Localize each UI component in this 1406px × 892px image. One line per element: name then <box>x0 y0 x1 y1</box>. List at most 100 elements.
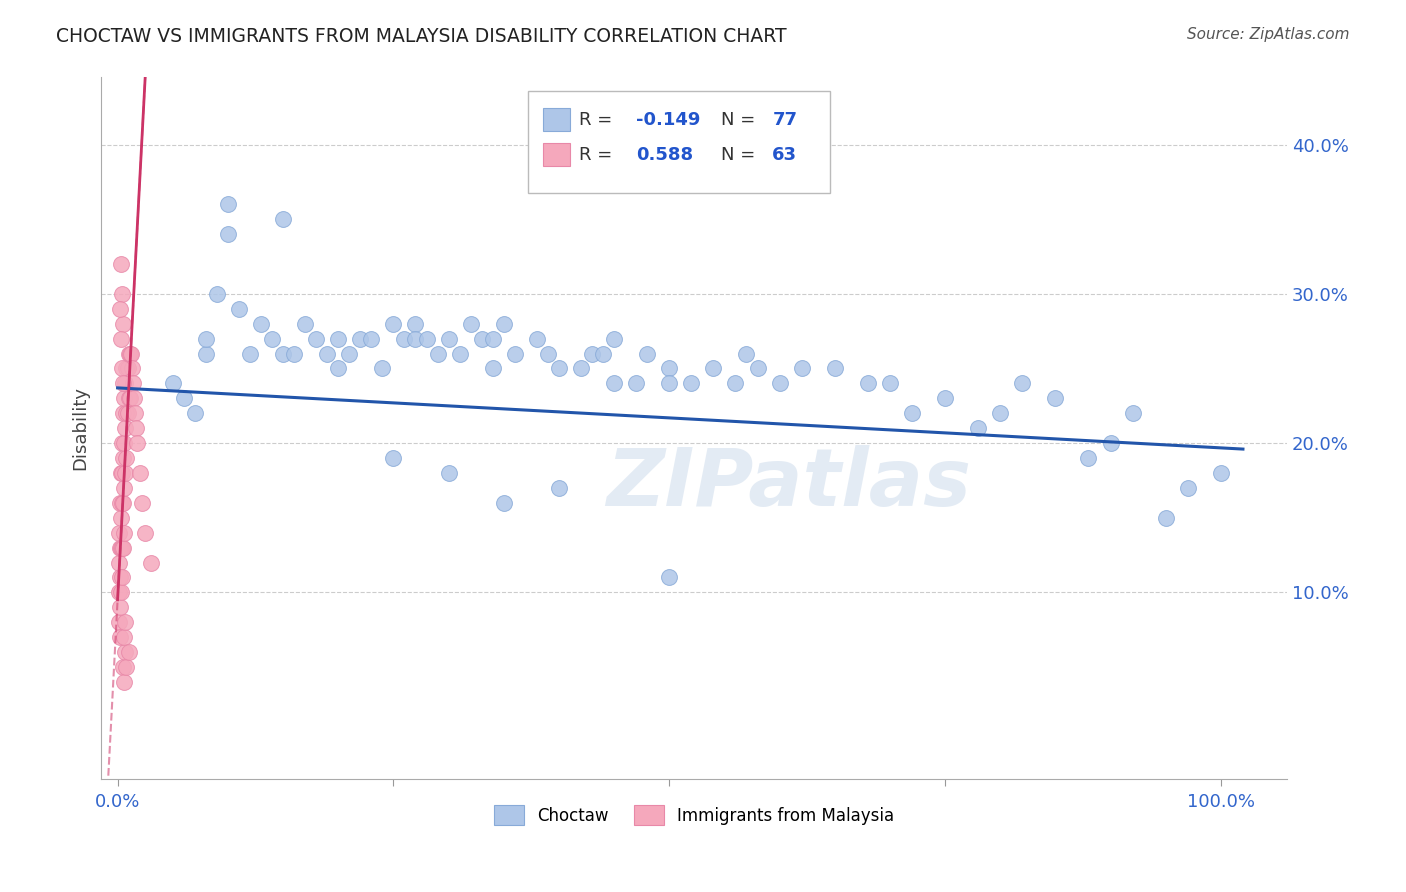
Point <box>108 541 131 555</box>
Point <box>108 570 131 584</box>
Point <box>117 406 139 420</box>
Point <box>134 525 156 540</box>
Point <box>121 361 143 376</box>
Point <box>110 541 132 555</box>
Point <box>111 466 134 480</box>
Point <box>537 346 560 360</box>
Point <box>294 317 316 331</box>
Point <box>194 332 217 346</box>
Point <box>112 481 135 495</box>
Point <box>548 481 571 495</box>
Point <box>184 406 207 420</box>
Point <box>111 361 134 376</box>
Point <box>768 376 790 391</box>
Point <box>702 361 724 376</box>
Point <box>636 346 658 360</box>
Point <box>824 361 846 376</box>
Point <box>481 361 503 376</box>
Point <box>437 466 460 480</box>
Point <box>371 361 394 376</box>
Point <box>328 361 350 376</box>
Point <box>111 436 134 450</box>
Point <box>603 376 626 391</box>
Point <box>790 361 813 376</box>
Point <box>110 257 132 271</box>
Point <box>271 346 294 360</box>
Point <box>194 346 217 360</box>
Point <box>250 317 273 331</box>
Point <box>118 346 141 360</box>
Text: Source: ZipAtlas.com: Source: ZipAtlas.com <box>1187 27 1350 42</box>
Point <box>173 392 195 406</box>
Point <box>112 376 135 391</box>
Point <box>124 406 146 420</box>
Legend: Choctaw, Immigrants from Malaysia: Choctaw, Immigrants from Malaysia <box>485 797 903 834</box>
Point <box>349 332 371 346</box>
Point <box>107 615 129 630</box>
Point <box>1045 392 1067 406</box>
Point <box>108 630 131 644</box>
Point <box>934 392 956 406</box>
Point <box>492 496 515 510</box>
Point <box>111 286 134 301</box>
Point <box>1099 436 1122 450</box>
Point <box>382 450 405 465</box>
Point <box>1154 510 1177 524</box>
Point <box>118 392 141 406</box>
Point <box>114 615 136 630</box>
Point <box>108 600 131 615</box>
Point <box>112 525 135 540</box>
Point <box>747 361 769 376</box>
Point <box>108 301 131 316</box>
Point <box>360 332 382 346</box>
Point <box>111 570 134 584</box>
Point <box>967 421 990 435</box>
Point <box>481 332 503 346</box>
Point <box>239 346 262 360</box>
Point <box>112 674 135 689</box>
Point <box>117 346 139 360</box>
Point <box>337 346 360 360</box>
Point <box>112 541 135 555</box>
Point <box>581 346 603 360</box>
Point <box>426 346 449 360</box>
Point <box>114 466 136 480</box>
Point <box>394 332 416 346</box>
Point <box>114 421 136 435</box>
Point <box>449 346 471 360</box>
Point <box>115 660 138 674</box>
Text: 77: 77 <box>772 111 797 128</box>
Point <box>131 496 153 510</box>
Point <box>405 317 427 331</box>
Point <box>127 436 149 450</box>
Point <box>382 317 405 331</box>
Point <box>217 227 239 242</box>
Point <box>117 361 139 376</box>
Text: R =: R = <box>579 145 619 163</box>
FancyBboxPatch shape <box>529 92 831 194</box>
Point <box>526 332 548 346</box>
Text: N =: N = <box>721 111 761 128</box>
Point <box>471 332 494 346</box>
Point <box>548 361 571 376</box>
Point <box>271 212 294 227</box>
Point <box>316 346 339 360</box>
Bar <box>544 108 569 131</box>
Point <box>115 406 138 420</box>
Point <box>112 392 135 406</box>
Point <box>122 376 145 391</box>
Point <box>111 541 134 555</box>
Point <box>624 376 647 391</box>
Point <box>1077 450 1099 465</box>
Point <box>988 406 1011 420</box>
Point <box>328 332 350 346</box>
Point <box>139 556 162 570</box>
Point <box>681 376 703 391</box>
Point <box>658 361 681 376</box>
Point <box>112 660 135 674</box>
Point <box>1122 406 1144 420</box>
Point <box>122 392 145 406</box>
Point <box>112 317 135 331</box>
Point <box>120 346 142 360</box>
Point <box>112 450 135 465</box>
